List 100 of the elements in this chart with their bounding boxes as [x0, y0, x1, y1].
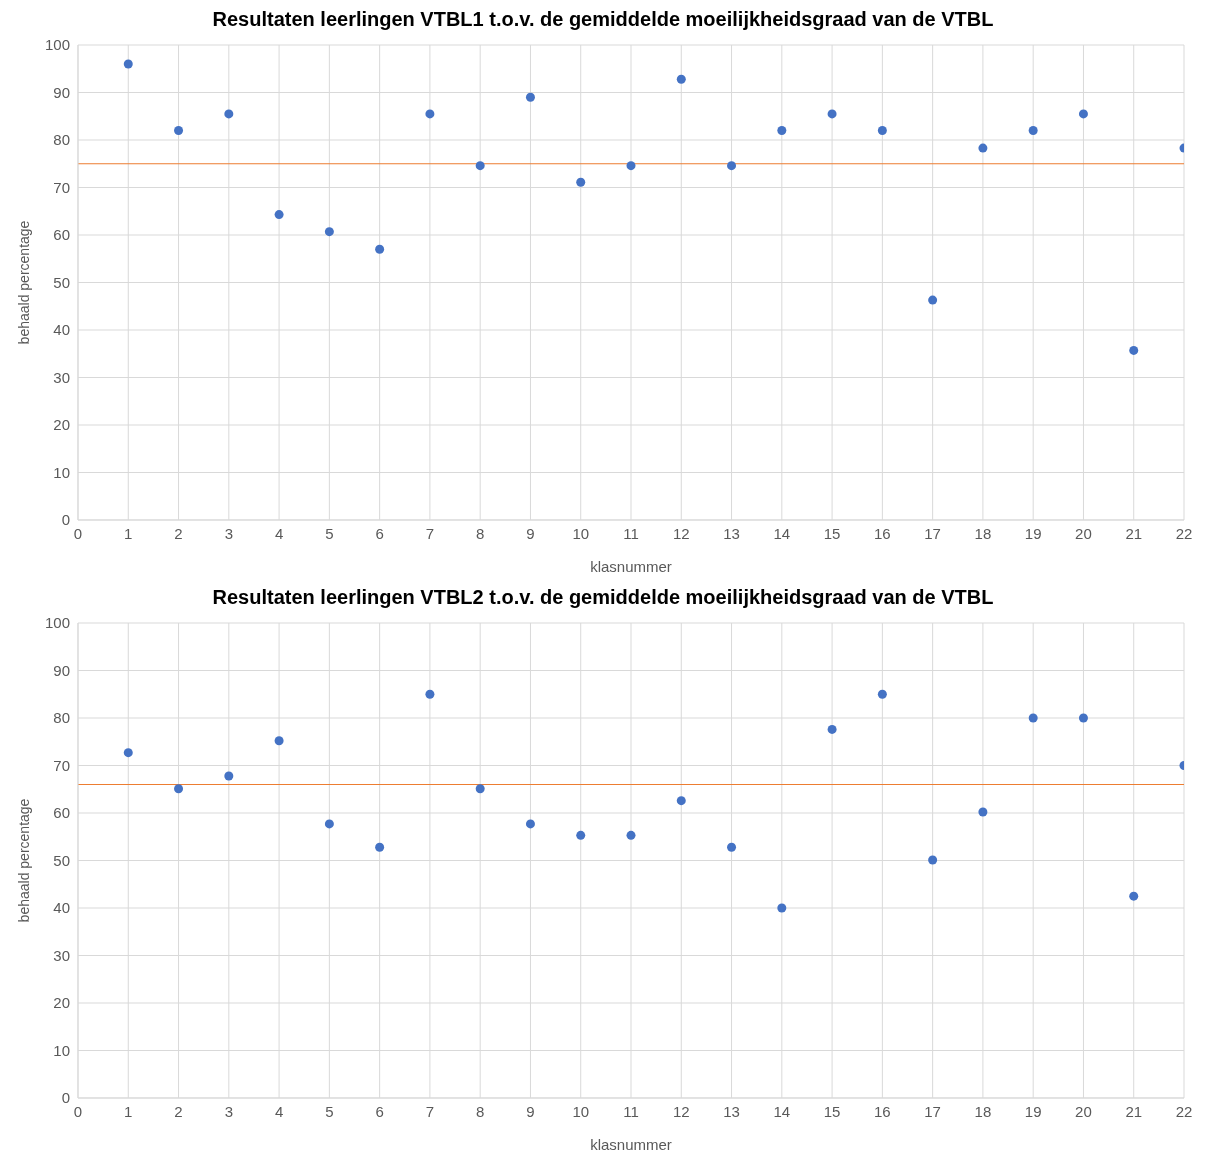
- x-tick-label: 22: [1175, 1102, 1193, 1120]
- point: [928, 855, 938, 865]
- y-tick-label: 0: [61, 511, 70, 529]
- x-tick-label: 19: [1024, 524, 1042, 542]
- y-tick-label: 0: [61, 1089, 70, 1107]
- point: [425, 109, 435, 119]
- x-tick-label: 9: [526, 524, 535, 542]
- point: [626, 830, 636, 840]
- x-tick-label: 13: [723, 1102, 740, 1120]
- x-tick-label: 3: [224, 524, 233, 542]
- point: [224, 771, 234, 781]
- point: [777, 903, 787, 913]
- point: [1078, 713, 1088, 723]
- x-tick-label: 20: [1075, 1102, 1092, 1120]
- chart-title: Resultaten leerlingen VTBL1 t.o.v. de gemiddelde moeilijkheidsgraad van de VTBL: [211, 8, 995, 31]
- x-tick-label: 12: [672, 1102, 690, 1120]
- point: [727, 161, 737, 171]
- x-tick-label: 2: [174, 524, 183, 542]
- point: [576, 830, 586, 840]
- y-tick-label: 20: [53, 416, 70, 434]
- point: [1078, 109, 1088, 119]
- x-tick-label: 0: [73, 524, 83, 542]
- y-tick-label: 10: [53, 463, 70, 481]
- point: [475, 161, 485, 171]
- point: [626, 161, 636, 171]
- x-tick-label: 12: [672, 524, 690, 542]
- y-tick-label: 60: [53, 226, 70, 244]
- y-axis-title: behaald percentage: [15, 220, 32, 345]
- y-tick-label: 20: [53, 994, 70, 1012]
- y-tick-label: 90: [53, 661, 70, 679]
- x-tick-label: 14: [773, 524, 791, 542]
- x-tick-label: 21: [1125, 1102, 1143, 1120]
- point: [827, 109, 837, 119]
- y-tick-label: 90: [53, 83, 70, 101]
- x-tick-label: 0: [73, 1102, 83, 1120]
- y-axis-title: behaald percentage: [15, 798, 32, 923]
- point: [274, 736, 284, 746]
- point: [877, 126, 887, 135]
- point: [375, 244, 385, 254]
- point: [525, 819, 535, 829]
- point: [576, 177, 586, 187]
- point: [1028, 126, 1038, 135]
- point: [1129, 891, 1139, 901]
- x-tick-label: 16: [874, 1102, 891, 1120]
- point: [827, 724, 837, 734]
- y-tick-label: 50: [53, 851, 70, 869]
- point: [676, 74, 686, 84]
- x-tick-label: 9: [526, 1102, 535, 1120]
- x-tick-label: 5: [325, 524, 334, 542]
- x-tick-label: 17: [924, 1102, 941, 1120]
- x-tick-label: 11: [623, 1102, 639, 1120]
- x-tick-label: 11: [623, 524, 639, 542]
- x-tick-label: 10: [572, 524, 590, 542]
- point: [676, 796, 686, 806]
- point: [324, 227, 334, 237]
- chart-title: Resultaten leerlingen VTBL2 t.o.v. de gemiddelde moeilijkheidsgraad van de VTBL: [211, 586, 995, 609]
- x-tick-label: 3: [224, 1102, 233, 1120]
- y-tick-label: 100: [44, 614, 70, 632]
- point: [978, 807, 988, 817]
- y-tick-label: 10: [53, 1041, 70, 1059]
- x-tick-label: 1: [124, 524, 133, 542]
- point: [324, 819, 334, 829]
- y-tick-label: 70: [53, 178, 70, 196]
- x-tick-label: 15: [823, 1102, 841, 1120]
- point: [274, 210, 284, 220]
- y-tick-label: 30: [53, 368, 70, 386]
- y-tick-label: 50: [53, 273, 70, 291]
- point: [475, 784, 485, 794]
- point: [224, 109, 234, 119]
- x-axis-title: klasnummer: [590, 558, 672, 575]
- x-tick-label: 21: [1125, 524, 1143, 542]
- x-tick-label: 4: [274, 524, 284, 542]
- x-tick-label: 5: [325, 1102, 334, 1120]
- x-tick-label: 16: [874, 524, 891, 542]
- point: [525, 92, 535, 102]
- y-tick-label: 80: [53, 709, 70, 727]
- point: [123, 59, 133, 69]
- y-tick-label: 80: [53, 131, 70, 149]
- x-tick-label: 4: [274, 1102, 284, 1120]
- point: [425, 689, 435, 699]
- point: [123, 748, 133, 758]
- point: [375, 842, 385, 852]
- y-tick-label: 40: [53, 321, 70, 339]
- point: [1129, 345, 1139, 355]
- y-tick-label: 40: [53, 899, 70, 917]
- x-tick-label: 6: [375, 1102, 384, 1120]
- y-tick-label: 60: [53, 804, 70, 822]
- point: [777, 126, 787, 135]
- x-tick-label: 7: [425, 1102, 435, 1120]
- x-tick-label: 8: [476, 1102, 485, 1120]
- y-tick-label: 70: [53, 756, 70, 774]
- x-tick-label: 8: [476, 524, 485, 542]
- x-axis-title: klasnummer: [590, 1136, 672, 1153]
- x-tick-label: 17: [924, 524, 941, 542]
- point: [877, 689, 887, 699]
- y-tick-label: 100: [44, 36, 70, 54]
- point: [1028, 713, 1038, 723]
- x-tick-label: 2: [174, 1102, 183, 1120]
- y-tick-label: 30: [53, 946, 70, 964]
- x-tick-label: 19: [1024, 1102, 1042, 1120]
